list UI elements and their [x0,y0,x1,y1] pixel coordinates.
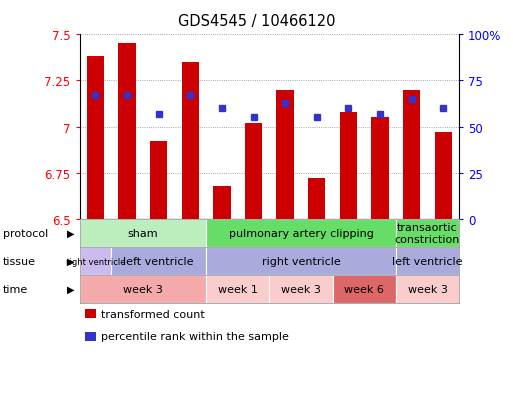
Text: right ventricle: right ventricle [262,256,340,266]
Bar [80,275,206,304]
Text: percentile rank within the sample: percentile rank within the sample [101,332,289,342]
Text: left ventricle: left ventricle [392,256,463,266]
Text: week 1: week 1 [218,285,258,294]
Bar [245,123,262,219]
Bar [308,179,325,219]
Text: week 3: week 3 [407,285,447,294]
Bar [111,247,206,275]
Bar [269,275,332,304]
Bar [435,133,452,219]
Bar [206,247,396,275]
Bar [403,90,420,219]
Bar [396,247,459,275]
Text: ▶: ▶ [67,228,74,238]
Text: week 3: week 3 [123,285,163,294]
Text: ▶: ▶ [67,256,74,266]
Text: GDS4545 / 10466120: GDS4545 / 10466120 [177,14,336,29]
Bar [119,44,135,219]
Bar [277,90,294,219]
Text: protocol: protocol [3,228,48,238]
Text: right ventricle: right ventricle [66,257,125,266]
Bar [206,219,396,247]
Text: transaortic
constriction: transaortic constriction [395,223,460,244]
Text: time: time [3,285,28,294]
Text: ▶: ▶ [67,285,74,294]
Bar [340,112,357,219]
Bar [87,57,104,219]
Bar [332,275,396,304]
Text: sham: sham [127,228,158,238]
Text: left ventricle: left ventricle [123,256,194,266]
Text: tissue: tissue [3,256,35,266]
Bar [150,142,167,219]
Text: pulmonary artery clipping: pulmonary artery clipping [228,228,373,238]
Bar [396,275,459,304]
Text: transformed count: transformed count [101,309,205,319]
Bar [396,219,459,247]
Text: week 3: week 3 [281,285,321,294]
Text: week 6: week 6 [344,285,384,294]
Bar [213,186,230,219]
Bar [80,219,206,247]
Bar [80,247,111,275]
Bar [371,118,389,219]
Bar [182,63,199,219]
Bar [206,275,269,304]
